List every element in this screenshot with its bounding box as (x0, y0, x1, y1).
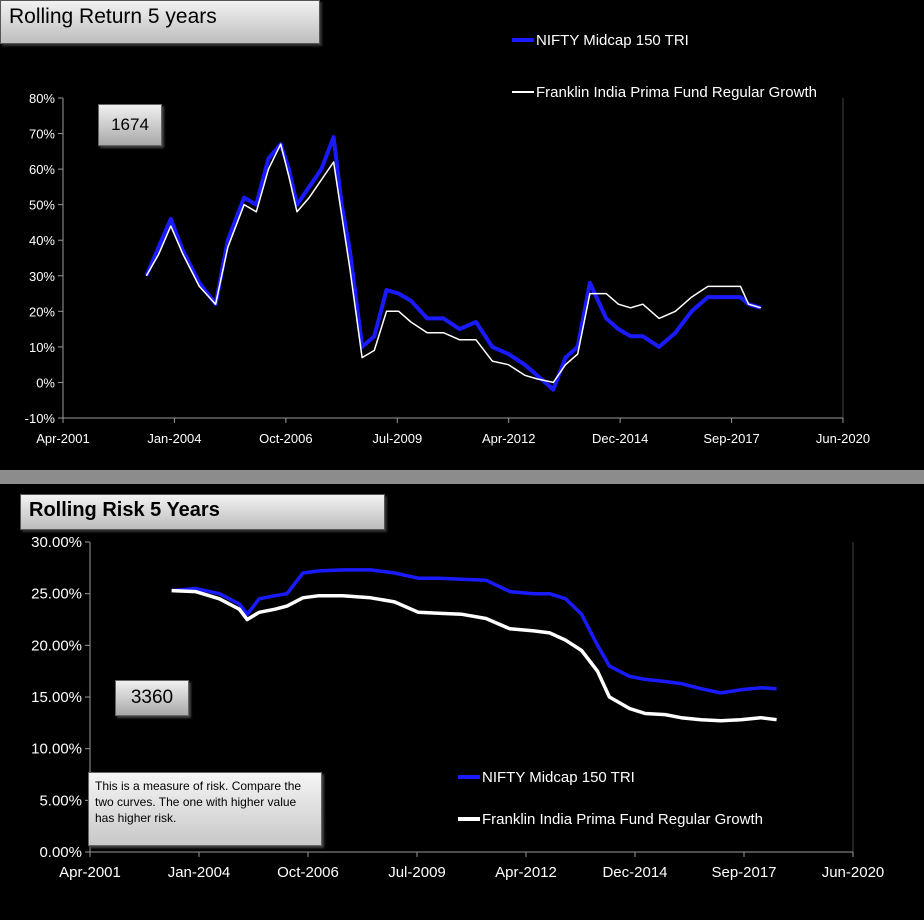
x-tick-label: Sep-2017 (703, 431, 759, 446)
legend-label: NIFTY Midcap 150 TRI (482, 769, 635, 786)
x-tick-label: Dec-2014 (602, 864, 667, 881)
x-tick-label: Apr-2012 (495, 864, 557, 881)
y-tick-label: 20% (29, 304, 55, 319)
legend-label: NIFTY Midcap 150 TRI (536, 32, 689, 49)
y-tick-label: 0% (36, 375, 55, 390)
rolling-risk-chart: 30.00% 25.00% 20.00% 15.00% 10.00% 5.00% 0.00%… (31, 534, 885, 881)
risk-count-label: 3360 (115, 680, 189, 716)
legend-label: Franklin India Prima Fund Regular Growth (536, 84, 817, 101)
series-line-nifty (144, 135, 762, 392)
x-tick-label: Apr-2001 (36, 431, 89, 446)
x-tick-label: Jun-2020 (822, 864, 885, 881)
risk-note: This is a measure of risk. Compare the t… (88, 772, 322, 846)
y-tick-label: 0.00% (39, 844, 82, 861)
y-tick-label: 50% (29, 198, 55, 213)
x-tick-label: Jan-2004 (168, 864, 231, 881)
x-tick-label: Dec-2014 (592, 431, 648, 446)
series-line-nifty (171, 568, 777, 695)
x-tick-label: Jan-2004 (147, 431, 201, 446)
x-tick-label: Jul-2009 (372, 431, 422, 446)
legend-label: Franklin India Prima Fund Regular Growth (482, 811, 763, 828)
x-tick-label: Sep-2017 (711, 864, 776, 881)
y-tick-label: 10.00% (31, 741, 82, 758)
rolling-return-chart: 80% 70% 60% 50% 40% 30% 20% 10% 0% -10% Apr-2001 Ja… (25, 32, 870, 446)
y-tick-label: -10% (25, 411, 56, 426)
x-tick-label: Oct-2006 (259, 431, 312, 446)
y-tick-label: 70% (29, 127, 55, 142)
y-tick-label: 10% (29, 340, 55, 355)
y-tick-label: 40% (29, 233, 55, 248)
rolling-risk-title: Rolling Risk 5 Years (20, 494, 385, 530)
y-tick-label: 60% (29, 162, 55, 177)
x-tick-label: Oct-2006 (277, 864, 339, 881)
series-line-franklin (171, 588, 777, 723)
y-tick-label: 25.00% (31, 586, 82, 603)
return-count-label: 1674 (98, 104, 162, 146)
x-tick-label: Apr-2001 (59, 864, 121, 881)
y-tick-label: 80% (29, 91, 55, 106)
x-tick-label: Jun-2020 (816, 431, 870, 446)
y-tick-label: 15.00% (31, 689, 82, 706)
y-tick-label: 5.00% (39, 792, 82, 809)
series-line-franklin (145, 143, 762, 384)
y-tick-label: 30% (29, 269, 55, 284)
rolling-return-panel (0, 0, 924, 470)
x-tick-label: Apr-2012 (482, 431, 535, 446)
x-tick-label: Jul-2009 (388, 864, 446, 881)
y-tick-label: 30.00% (31, 534, 82, 551)
rolling-return-title: Rolling Return 5 years (0, 0, 320, 44)
y-tick-label: 20.00% (31, 637, 82, 654)
